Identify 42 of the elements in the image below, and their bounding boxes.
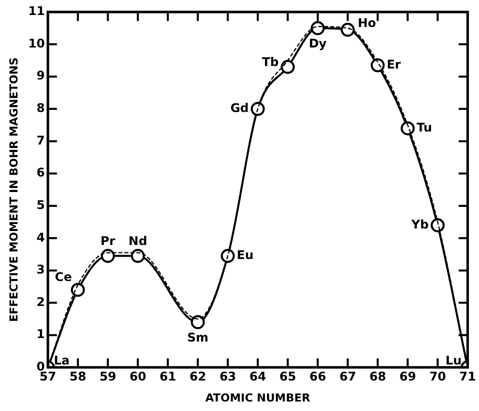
annotation: La [54, 354, 70, 368]
x-tick-label: 67 [339, 370, 356, 384]
x-axis-title: ATOMIC NUMBER [205, 391, 311, 404]
x-tick-label: 60 [129, 370, 146, 384]
y-tick-label: 10 [28, 36, 45, 50]
x-tick-label: 64 [249, 370, 266, 384]
y-tick-label: 11 [28, 4, 45, 18]
annotation: Sm [187, 330, 208, 344]
x-tick-label: 58 [70, 370, 86, 384]
y-tick-label: 3 [36, 262, 45, 277]
x-tick-label: 65 [279, 370, 296, 384]
x-tick-label: 71 [459, 370, 476, 384]
annotation: Tu [416, 120, 432, 134]
annotation: Nd [128, 234, 148, 248]
annotation: Lu [445, 354, 462, 368]
y-tick-label: 9 [36, 68, 45, 83]
annotation: Ce [54, 270, 72, 284]
annotation: Ho [358, 16, 376, 30]
x-tick-label: 66 [309, 370, 326, 384]
annotation: Gd [230, 101, 249, 116]
annotation: Tb [262, 55, 280, 70]
y-tick-label: 2 [36, 294, 45, 309]
y-tick-label: 7 [36, 133, 45, 148]
x-tick-label: 70 [429, 370, 446, 384]
x-tick-label: 59 [100, 370, 116, 384]
x-tick-label: 68 [369, 370, 386, 384]
y-tick-label: 5 [36, 198, 45, 212]
x-tick-label: 69 [399, 370, 416, 384]
y-tick-label: 6 [36, 166, 45, 180]
x-tick-label: 62 [189, 370, 206, 384]
y-tick-label: 1 [36, 327, 45, 342]
y-tick-label: 4 [36, 230, 45, 244]
annotation: Er [386, 57, 401, 72]
annotation: Yb [410, 217, 430, 232]
x-tick-label: 63 [219, 370, 236, 384]
annotation: Eu [236, 248, 254, 262]
y-axis-title: EFFECTIVE MOMENT IN BOHR MAGNETONS [7, 57, 20, 322]
annotation: Dy [308, 36, 327, 50]
x-tick-label: 57 [40, 370, 56, 384]
y-tick-label: 8 [36, 101, 45, 116]
annotation: Pr [100, 234, 116, 248]
x-tick-label: 61 [159, 370, 176, 384]
